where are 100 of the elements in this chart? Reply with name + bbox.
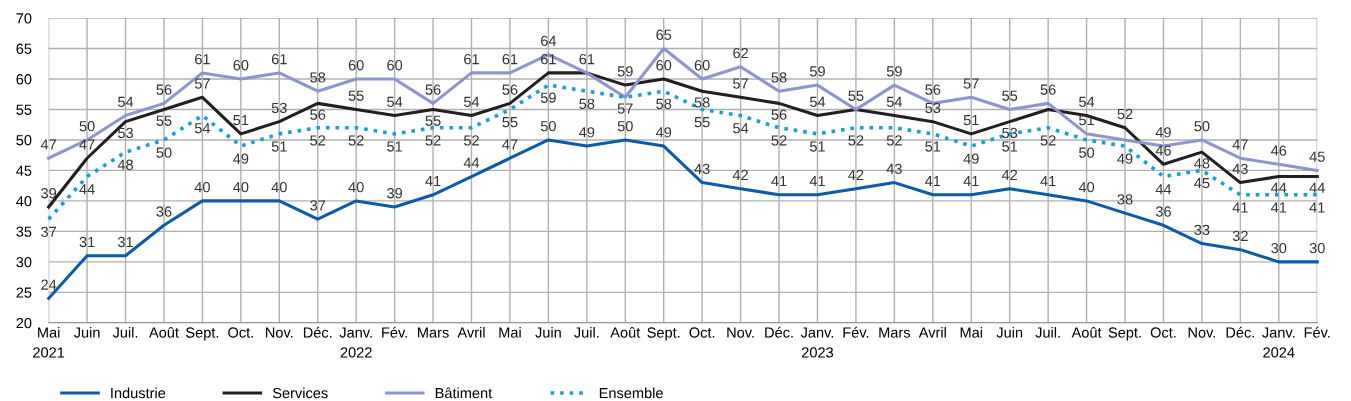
- y-tick-label: 70: [16, 13, 32, 24]
- data-label: 49: [1117, 153, 1133, 164]
- data-label: 57: [963, 78, 979, 89]
- x-tick-label: Oct.: [228, 327, 253, 338]
- data-label: 54: [809, 96, 826, 107]
- y-tick-label: 65: [16, 43, 32, 54]
- data-label: 50: [156, 147, 172, 158]
- data-label: 47: [1232, 139, 1248, 150]
- data-label: 40: [271, 181, 287, 193]
- data-label: 30: [1271, 242, 1287, 254]
- data-label: 38: [1117, 194, 1133, 205]
- x-tick-label: Déc.: [1226, 326, 1254, 338]
- data-label: 50: [617, 121, 633, 132]
- x-tick-label: Juil.: [1035, 326, 1060, 338]
- data-label: 65: [656, 29, 672, 40]
- data-label: 57: [617, 103, 633, 114]
- data-label: 58: [656, 98, 672, 109]
- data-label: 43: [886, 163, 902, 175]
- data-label: 51: [809, 141, 825, 152]
- data-label: 44: [79, 184, 95, 195]
- x-tick-label: Juil.: [574, 326, 599, 338]
- data-label: 37: [41, 226, 57, 237]
- data-label: 61: [579, 53, 595, 65]
- data-label: 56: [925, 84, 941, 95]
- data-label: 52: [771, 135, 787, 146]
- x-tick-label: Janv. 2023: [800, 327, 834, 358]
- data-label: 45: [1309, 151, 1325, 162]
- data-label: 57: [733, 78, 748, 89]
- data-label: 47: [502, 139, 518, 150]
- x-tick-label: Mai 2021: [33, 326, 65, 358]
- y-tick-label: 50: [16, 135, 32, 146]
- data-label: 56: [1040, 84, 1056, 95]
- data-label: 41: [809, 176, 825, 187]
- data-label: 44: [463, 157, 480, 168]
- x-tick-label: Juin: [73, 326, 100, 338]
- data-label: 24: [41, 279, 57, 290]
- y-tick-label: 35: [16, 226, 32, 237]
- x-tick-label: Fév.: [382, 326, 407, 338]
- x-tick-label: Août: [148, 326, 179, 338]
- data-label: 51: [925, 141, 941, 152]
- data-label: 56: [156, 84, 172, 95]
- data-label: 40: [1078, 181, 1095, 193]
- data-label: 54: [886, 96, 903, 107]
- data-label: 41: [1309, 202, 1325, 213]
- data-label: 59: [617, 66, 633, 77]
- data-label: 60: [387, 60, 403, 71]
- x-tick-label: Janv. 2022: [339, 327, 372, 358]
- x-tick-label: Sept.: [186, 327, 219, 341]
- data-label: 36: [156, 206, 172, 217]
- data-label: 52: [886, 135, 902, 146]
- x-tick-label: Août: [610, 326, 641, 338]
- data-label: 52: [310, 135, 326, 146]
- x-tick-label: Nov.: [727, 327, 754, 338]
- x-tick-label: Mars: [879, 327, 911, 338]
- x-tick-label: Oct.: [689, 327, 715, 338]
- data-label: 51: [387, 141, 403, 152]
- data-label: 42: [1001, 169, 1018, 180]
- y-tick-label: 30: [16, 256, 32, 268]
- data-label: 53: [1002, 127, 1018, 139]
- data-label: 52: [1117, 108, 1133, 120]
- data-label: 39: [387, 188, 403, 199]
- data-label: 48: [1194, 158, 1210, 169]
- data-label: 53: [925, 102, 941, 114]
- data-label: 61: [464, 53, 479, 65]
- y-tick-label: 60: [16, 74, 32, 85]
- x-tick-label: Sept.: [647, 327, 680, 341]
- data-label: 36: [1155, 206, 1171, 217]
- data-label: 50: [79, 121, 95, 132]
- data-label: 52: [348, 135, 364, 146]
- data-label: 41: [925, 176, 941, 187]
- data-label: 55: [848, 90, 864, 101]
- data-label: 52: [463, 135, 479, 146]
- data-label: 64: [541, 35, 557, 47]
- data-label: 55: [1002, 90, 1018, 101]
- data-label: 49: [963, 153, 979, 164]
- data-label: 44: [1271, 182, 1287, 193]
- data-label: 48: [117, 159, 133, 170]
- data-label: 42: [848, 169, 864, 180]
- y-tick-label: 20: [16, 317, 32, 329]
- y-tick-label: 55: [16, 104, 32, 115]
- x-tick-label: Sept.: [1108, 327, 1141, 341]
- data-label: 58: [771, 72, 787, 83]
- data-label: 32: [1232, 230, 1248, 242]
- data-label: 61: [271, 53, 287, 65]
- x-tick-label: Juil.: [112, 326, 138, 338]
- data-label: 50: [1079, 147, 1095, 158]
- data-label: 60: [694, 60, 710, 71]
- data-label: 56: [502, 84, 518, 95]
- x-tick-label: Déc.: [765, 326, 793, 338]
- data-label: 53: [117, 127, 133, 139]
- legend-label: Ensemble: [599, 387, 663, 399]
- data-label: 33: [1194, 224, 1210, 235]
- data-label: 30: [1309, 242, 1325, 254]
- data-label: 56: [425, 84, 441, 95]
- data-label: 31: [79, 236, 95, 248]
- data-label: 41: [771, 176, 787, 187]
- data-label: 39: [41, 188, 57, 199]
- x-tick-label: Mars: [418, 327, 449, 338]
- data-label: 59: [886, 66, 902, 77]
- data-label: 50: [1194, 121, 1210, 132]
